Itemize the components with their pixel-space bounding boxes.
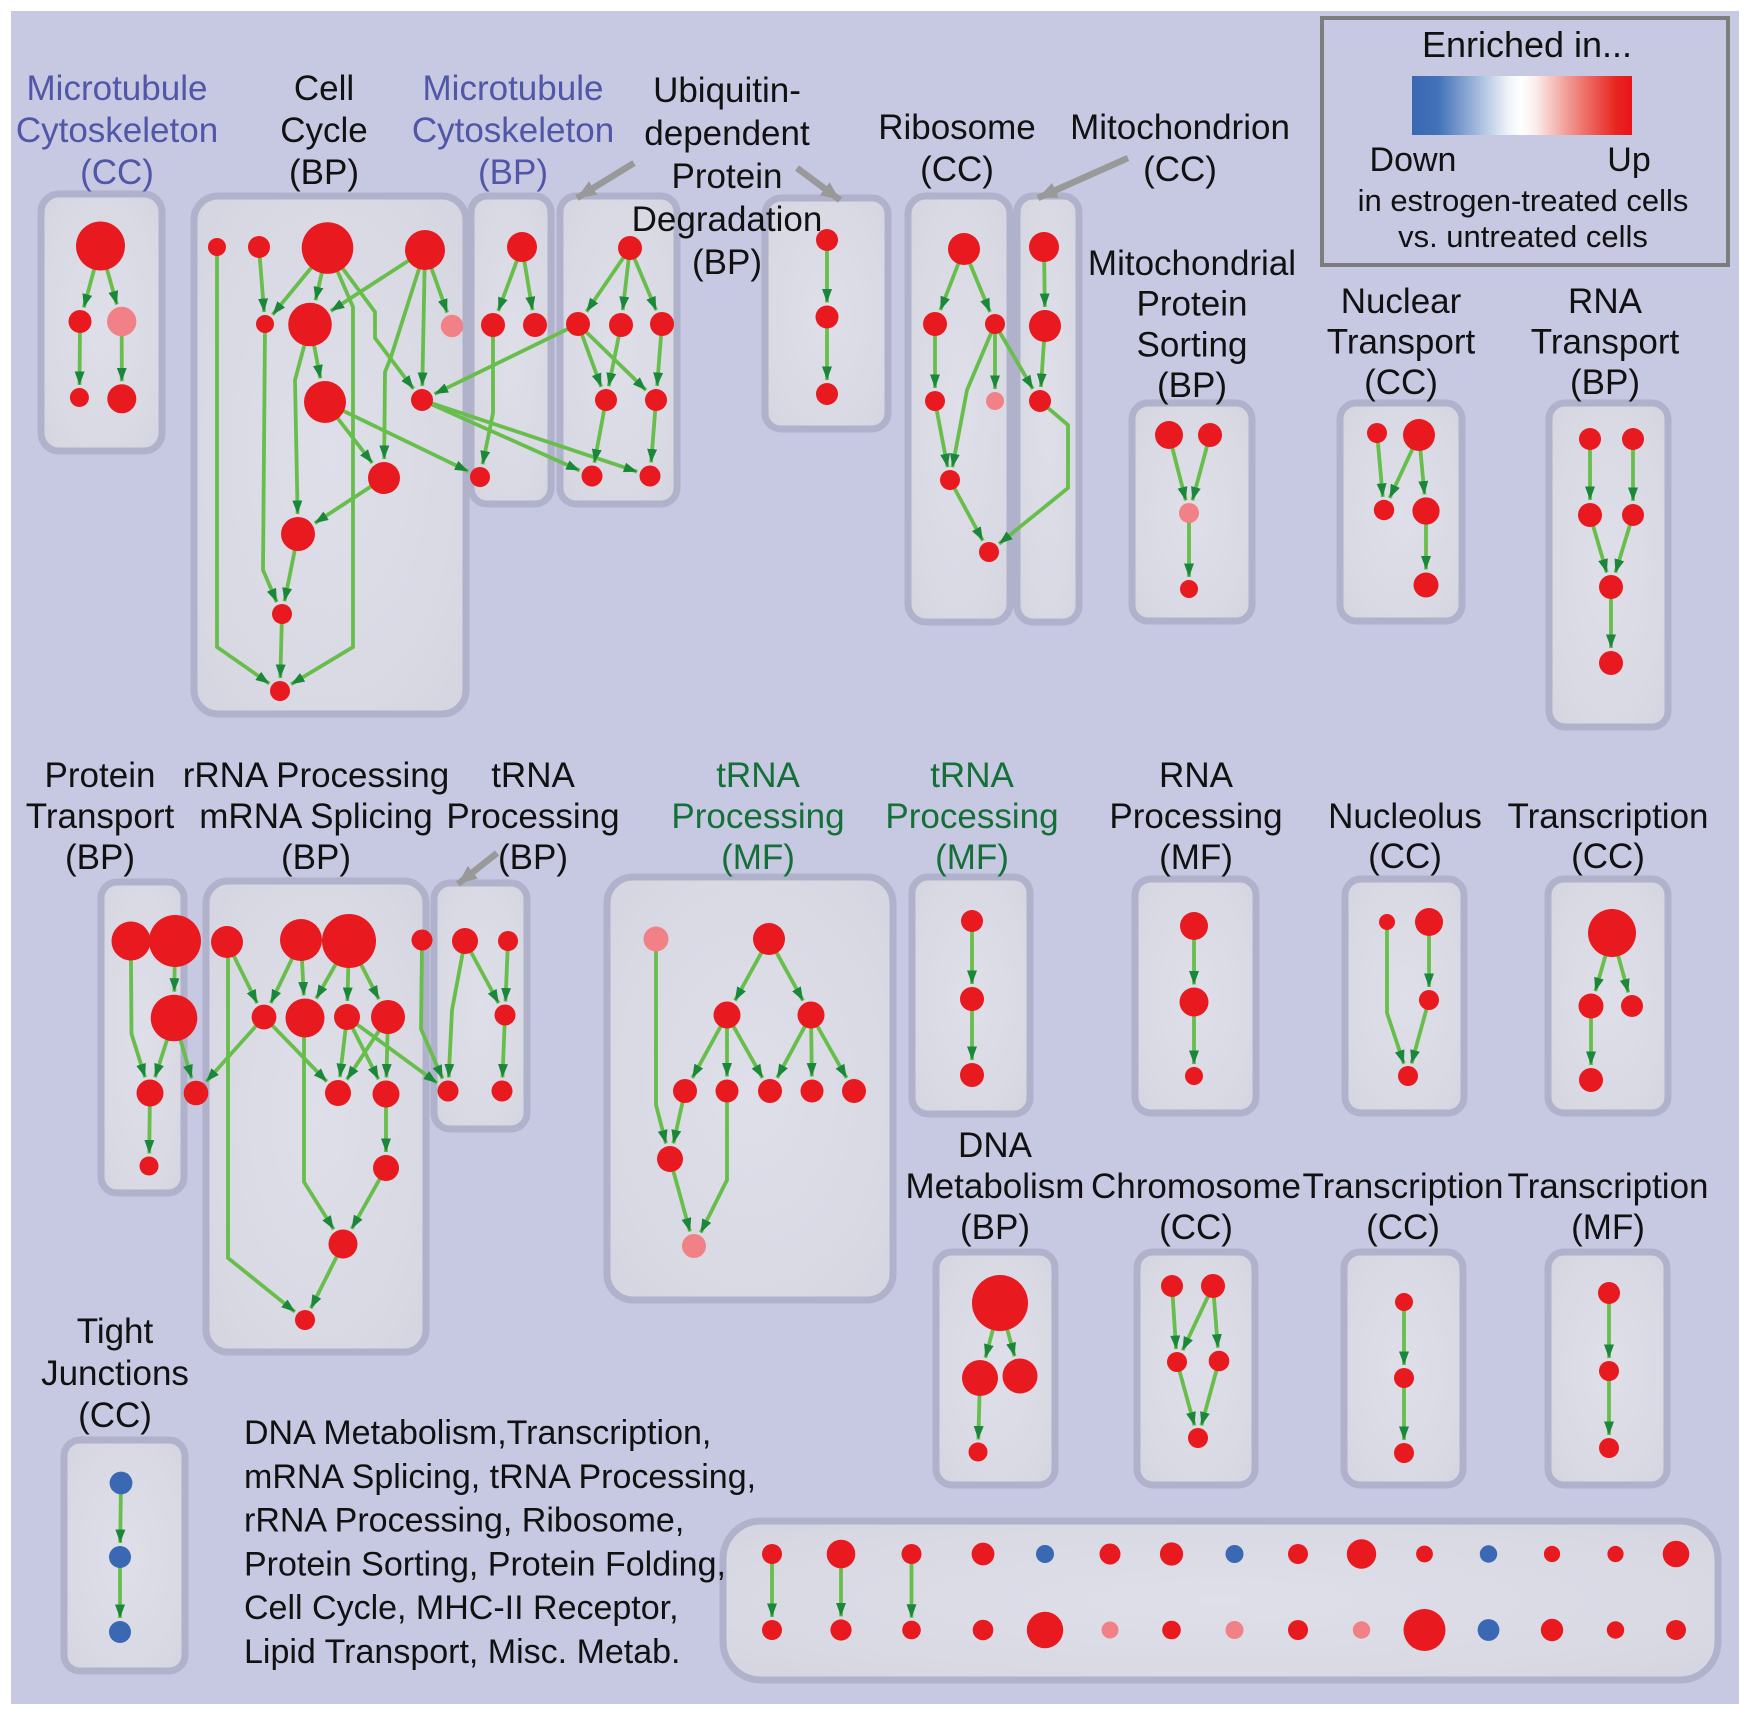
svg-text:(MF): (MF) (721, 838, 795, 877)
svg-text:vs. untreated cells: vs. untreated cells (1398, 219, 1648, 254)
svg-text:(BP): (BP) (498, 838, 568, 877)
svg-text:Transcription: Transcription (1508, 797, 1709, 836)
svg-text:dependent: dependent (644, 114, 810, 153)
svg-text:(CC): (CC) (1368, 837, 1442, 876)
svg-text:DNA: DNA (958, 1126, 1033, 1165)
svg-text:(CC): (CC) (1364, 363, 1438, 402)
svg-text:Metabolism: Metabolism (906, 1167, 1085, 1206)
svg-text:(BP): (BP) (478, 153, 548, 192)
svg-text:Transport: Transport (26, 797, 175, 836)
svg-text:Chromosome: Chromosome (1091, 1167, 1301, 1206)
svg-text:Transport: Transport (1327, 323, 1476, 362)
svg-text:RNA: RNA (1159, 756, 1234, 795)
svg-text:(BP): (BP) (289, 153, 359, 192)
svg-text:Nucleolus: Nucleolus (1328, 797, 1482, 836)
svg-text:(CC): (CC) (1366, 1208, 1440, 1247)
svg-text:Processing: Processing (671, 797, 844, 836)
svg-text:Tight: Tight (77, 1312, 154, 1351)
svg-text:Ubiquitin-: Ubiquitin- (653, 71, 801, 110)
svg-text:(CC): (CC) (80, 153, 154, 192)
svg-text:Ribosome: Ribosome (878, 108, 1036, 147)
svg-text:Mitochondrial: Mitochondrial (1088, 244, 1296, 283)
svg-text:(MF): (MF) (1571, 1208, 1645, 1247)
svg-text:Lipid Transport, Misc. Metab.: Lipid Transport, Misc. Metab. (244, 1633, 681, 1671)
svg-text:rRNA Processing, Ribosome,: rRNA Processing, Ribosome, (244, 1502, 684, 1540)
svg-text:in estrogen-treated cells: in estrogen-treated cells (1358, 183, 1689, 218)
svg-text:Nuclear: Nuclear (1341, 282, 1462, 321)
svg-text:Transcription: Transcription (1303, 1167, 1504, 1206)
svg-text:Protein: Protein (45, 756, 156, 795)
svg-text:mRNA Splicing: mRNA Splicing (199, 797, 432, 836)
svg-text:Protein Sorting, Protein Foldi: Protein Sorting, Protein Folding, (244, 1545, 726, 1583)
svg-text:Cell Cycle, MHC-II Receptor,: Cell Cycle, MHC-II Receptor, (244, 1589, 679, 1627)
svg-text:Mitochondrion: Mitochondrion (1070, 108, 1290, 147)
svg-text:mRNA Splicing, tRNA Processing: mRNA Splicing, tRNA Processing, (244, 1458, 756, 1496)
svg-text:Transport: Transport (1531, 323, 1680, 362)
svg-text:Cytoskeleton: Cytoskeleton (16, 111, 218, 150)
svg-text:Microtubule: Microtubule (27, 69, 208, 108)
svg-text:RNA: RNA (1568, 282, 1643, 321)
svg-text:(MF): (MF) (1159, 838, 1233, 877)
svg-text:Cycle: Cycle (280, 111, 368, 150)
svg-text:Microtubule: Microtubule (423, 69, 604, 108)
svg-text:(BP): (BP) (692, 243, 762, 282)
svg-text:(CC): (CC) (78, 1396, 152, 1435)
svg-text:(BP): (BP) (1570, 363, 1640, 402)
svg-text:Down: Down (1370, 141, 1457, 179)
svg-text:tRNA: tRNA (930, 756, 1014, 795)
svg-text:(MF): (MF) (935, 838, 1009, 877)
svg-text:Sorting: Sorting (1137, 325, 1248, 364)
svg-text:(CC): (CC) (1571, 837, 1645, 876)
svg-text:Cytoskeleton: Cytoskeleton (412, 111, 614, 150)
svg-text:Up: Up (1607, 141, 1650, 179)
svg-text:Protein: Protein (1137, 285, 1248, 324)
svg-text:(CC): (CC) (1159, 1208, 1233, 1247)
svg-text:tRNA: tRNA (491, 756, 575, 795)
svg-text:(BP): (BP) (960, 1208, 1030, 1247)
svg-text:Protein: Protein (672, 157, 783, 196)
svg-text:rRNA Processing: rRNA Processing (183, 756, 449, 795)
svg-text:(BP): (BP) (65, 838, 135, 877)
svg-text:tRNA: tRNA (716, 756, 800, 795)
svg-text:Processing: Processing (885, 797, 1058, 836)
svg-text:Enriched in...: Enriched in... (1422, 24, 1632, 65)
svg-text:Transcription: Transcription (1508, 1167, 1709, 1206)
svg-text:(CC): (CC) (1143, 150, 1217, 189)
svg-text:Cell: Cell (294, 69, 354, 108)
svg-text:Degradation: Degradation (632, 200, 823, 239)
svg-text:(BP): (BP) (281, 838, 351, 877)
svg-text:(CC): (CC) (920, 150, 994, 189)
svg-text:Processing: Processing (1109, 797, 1282, 836)
svg-text:DNA Metabolism,Transcription,: DNA Metabolism,Transcription, (244, 1414, 711, 1452)
svg-text:Processing: Processing (446, 797, 619, 836)
svg-text:(BP): (BP) (1157, 366, 1227, 405)
svg-text:Junctions: Junctions (41, 1354, 189, 1393)
